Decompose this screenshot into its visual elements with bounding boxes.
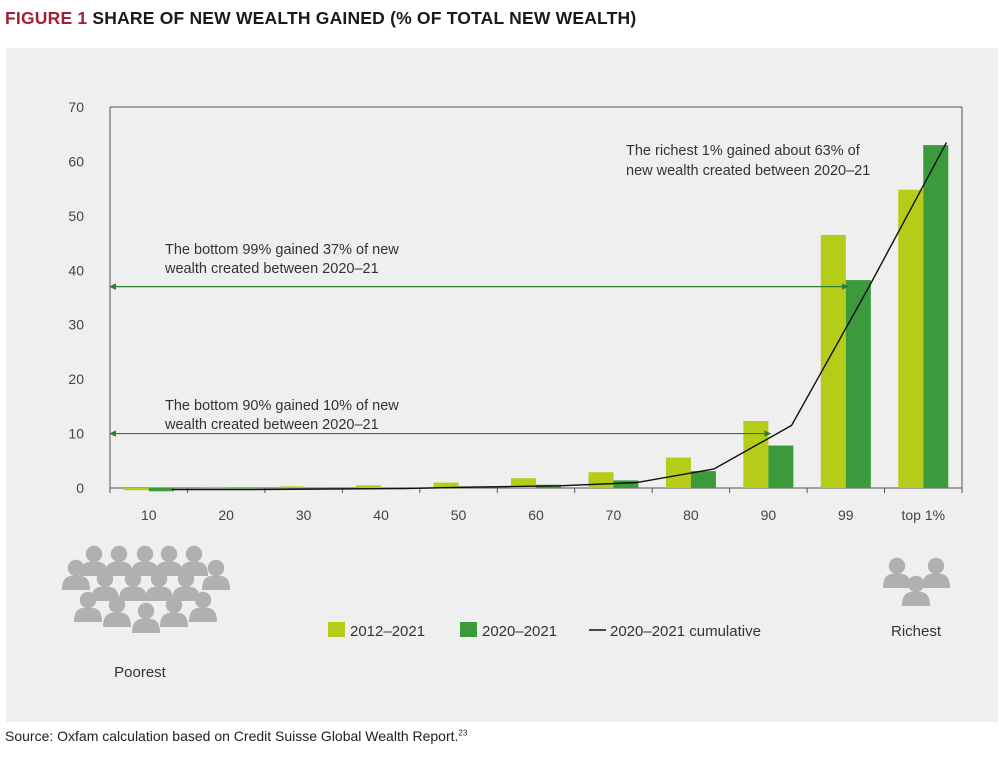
annotation-bottom90-line2: wealth created between 2020–21 — [164, 417, 379, 433]
annotation-bottom99-line2: wealth created between 2020–21 — [164, 261, 379, 277]
bar-chart: 0 10 20 30 40 50 60 70 10 20 30 40 50 60 70 80 90 99 top 1… — [62, 99, 963, 681]
bar-2020-2021-90 — [768, 445, 794, 488]
richest-label: Richest — [891, 623, 942, 640]
axes: 0 10 20 30 40 50 60 70 10 20 30 40 50 60 70 80 90 99 top 1… — [68, 99, 963, 523]
x-tick-label: 60 — [528, 507, 544, 523]
annotation-bottom99-line1: The bottom 99% gained 37% of new — [165, 242, 399, 258]
bar-2020-2021-30 — [303, 487, 329, 489]
bar-2012-2021-99 — [820, 234, 846, 488]
legend-label-2012-2021: 2012–2021 — [350, 623, 425, 640]
x-tick-label: 10 — [141, 507, 157, 523]
bar-2020-2021-top1 — [923, 145, 949, 488]
y-tick-label: 20 — [68, 371, 84, 387]
bar-2020-2021-40 — [381, 487, 407, 489]
person-icon — [132, 602, 160, 633]
x-tick-label: 80 — [683, 507, 699, 523]
richest-people-icon — [883, 557, 950, 606]
bar-2020-2021-20 — [226, 488, 252, 489]
y-tick-label: 40 — [68, 262, 84, 278]
legend-swatch-2012-2021 — [328, 622, 345, 637]
cumulative-line — [172, 142, 948, 491]
x-tick-label: 99 — [838, 507, 854, 523]
person-icon — [105, 545, 133, 576]
y-tick-label: 0 — [76, 480, 84, 496]
annotation-richest-line2: new wealth created between 2020–21 — [626, 163, 870, 179]
bar-2012-2021-70 — [588, 472, 614, 488]
x-tick-label: 40 — [373, 507, 389, 523]
x-tick-label: 90 — [761, 507, 777, 523]
annotation-richest-line1: The richest 1% gained about 63% of — [626, 143, 861, 159]
chart-panel: 0 10 20 30 40 50 60 70 10 20 30 40 50 60 70 80 90 99 top 1… — [6, 48, 998, 722]
bar-2012-2021-90 — [743, 421, 769, 488]
source-text: Source: Oxfam calculation based on Credi… — [5, 728, 459, 744]
x-tick-label: 20 — [218, 507, 234, 523]
bar-2020-2021-10 — [148, 488, 174, 492]
bar-2020-2021-99 — [845, 280, 871, 488]
bar-2012-2021-80 — [665, 457, 691, 488]
bar-2012-2021-60 — [511, 478, 536, 488]
poorest-people-icon — [62, 545, 230, 633]
legend-label-cumulative: 2020–2021 cumulative — [610, 623, 761, 640]
person-icon — [883, 557, 911, 588]
y-tick-label: 30 — [68, 317, 84, 333]
person-icon — [160, 596, 188, 627]
bar-2020-2021-80 — [690, 471, 716, 488]
figure-title: FIGURE 1 SHARE OF NEW WEALTH GAINED (% O… — [5, 8, 636, 29]
annotation-arrows — [109, 283, 849, 437]
poorest-label: Poorest — [114, 664, 167, 681]
bars — [123, 145, 949, 492]
bar-2020-2021-70 — [613, 480, 639, 488]
bar-2012-2021-top1 — [898, 189, 924, 488]
legend-swatch-2020-2021 — [460, 622, 477, 637]
x-tick-label: 30 — [296, 507, 312, 523]
bar-2012-2021-40 — [356, 485, 382, 488]
bar-2012-2021-20 — [201, 486, 227, 488]
bar-2012-2021-10 — [123, 488, 149, 491]
cumulative-line-group — [172, 142, 948, 491]
bar-2012-2021-30 — [278, 486, 304, 488]
annotation-bottom90-line1: The bottom 90% gained 10% of new — [165, 398, 399, 414]
x-tick-label: top 1% — [901, 507, 945, 523]
person-icon — [103, 596, 131, 627]
source-note: Source: Oxfam calculation based on Credi… — [5, 728, 467, 744]
legend-label-2020-2021: 2020–2021 — [482, 623, 557, 640]
x-tick-label: 70 — [606, 507, 622, 523]
y-tick-label: 60 — [68, 153, 84, 169]
source-footnote: 23 — [458, 728, 468, 738]
x-tick-label: 50 — [451, 507, 467, 523]
y-tick-label: 50 — [68, 208, 84, 224]
bar-2012-2021-50 — [433, 482, 459, 488]
person-icon — [922, 557, 950, 588]
figure-title-text: SHARE OF NEW WEALTH GAINED (% OF TOTAL N… — [92, 8, 637, 28]
legend: 2012–2021 2020–2021 2020–2021 cumulative — [328, 622, 761, 640]
y-tick-label: 10 — [68, 426, 84, 442]
annotations: The bottom 90% gained 10% of new wealth … — [164, 143, 870, 433]
y-tick-label: 70 — [68, 99, 84, 115]
figure-number: FIGURE 1 — [5, 8, 88, 28]
